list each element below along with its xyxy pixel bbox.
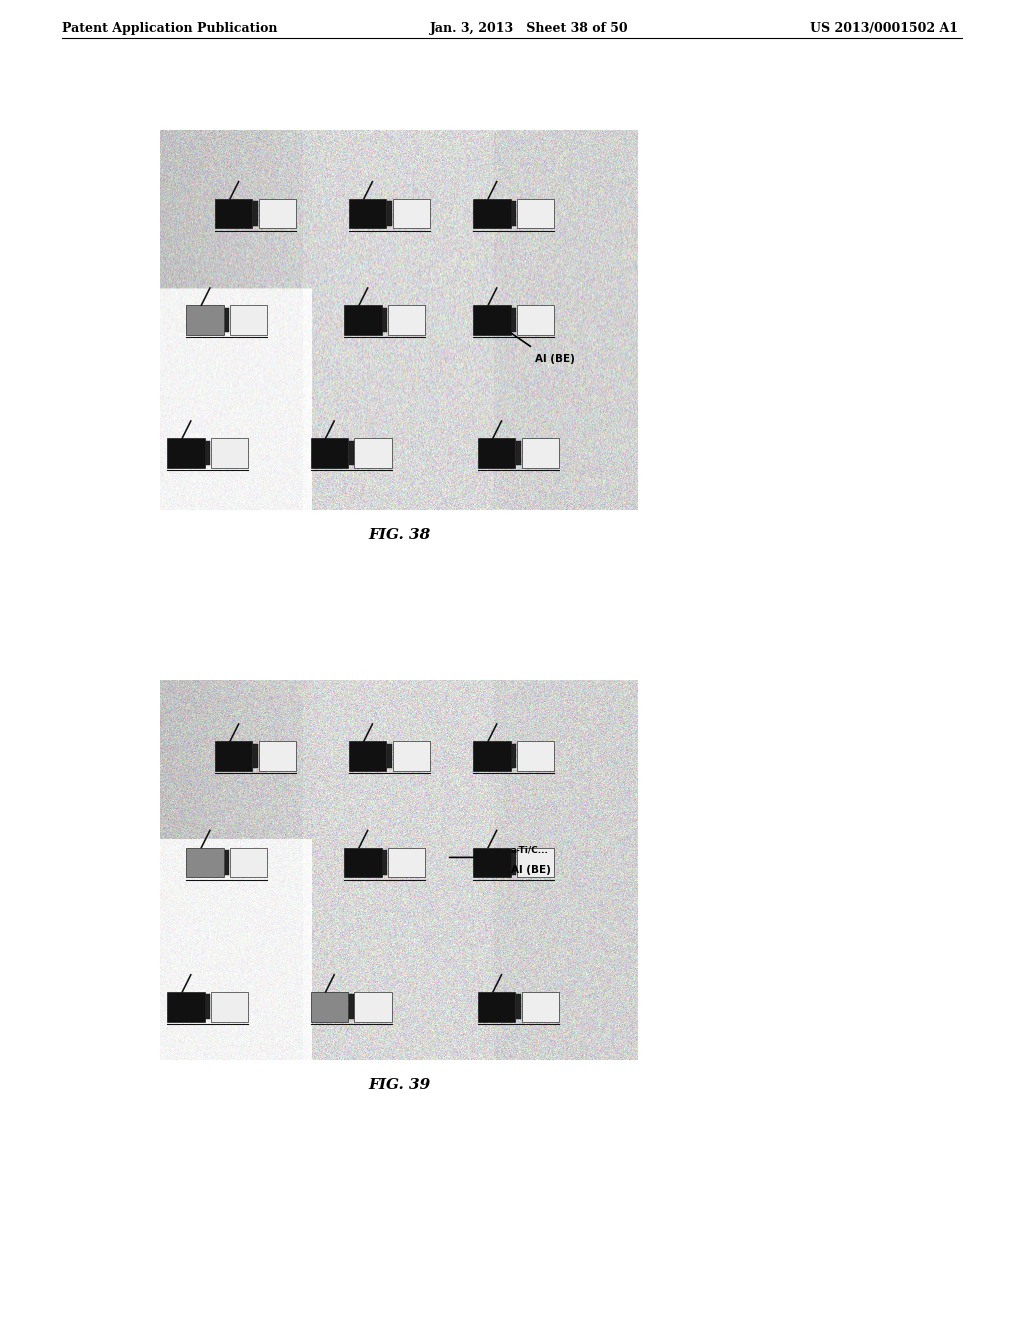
- Bar: [516, 994, 521, 1019]
- Bar: [349, 441, 353, 466]
- Bar: [382, 850, 387, 875]
- Bar: [206, 441, 210, 466]
- Bar: [354, 438, 392, 467]
- Bar: [478, 993, 515, 1022]
- Bar: [511, 743, 516, 768]
- Text: FIG. 38: FIG. 38: [368, 528, 430, 543]
- Bar: [517, 741, 554, 771]
- Bar: [211, 438, 249, 467]
- Bar: [211, 993, 249, 1022]
- Text: a-Ti/C...: a-Ti/C...: [511, 845, 549, 854]
- Bar: [310, 993, 348, 1022]
- Bar: [387, 201, 392, 226]
- Bar: [259, 741, 296, 771]
- Text: FIG. 39: FIG. 39: [368, 1078, 430, 1092]
- Bar: [388, 305, 425, 335]
- Bar: [517, 847, 554, 878]
- Bar: [517, 199, 554, 228]
- Bar: [167, 438, 205, 467]
- Bar: [253, 743, 258, 768]
- Bar: [230, 847, 267, 878]
- Bar: [344, 847, 382, 878]
- Bar: [511, 201, 516, 226]
- Bar: [473, 847, 511, 878]
- Bar: [186, 847, 224, 878]
- Bar: [186, 305, 224, 335]
- Bar: [517, 305, 554, 335]
- Bar: [253, 201, 258, 226]
- Bar: [259, 199, 296, 228]
- Bar: [392, 199, 430, 228]
- Bar: [473, 741, 511, 771]
- Bar: [392, 741, 430, 771]
- Text: Patent Application Publication: Patent Application Publication: [62, 22, 278, 36]
- Text: US 2013/0001502 A1: US 2013/0001502 A1: [810, 22, 958, 36]
- Bar: [344, 305, 382, 335]
- Bar: [382, 308, 387, 333]
- Bar: [473, 305, 511, 335]
- Bar: [521, 438, 559, 467]
- Bar: [521, 993, 559, 1022]
- Text: Al (BE): Al (BE): [511, 866, 551, 875]
- Bar: [478, 438, 515, 467]
- Bar: [387, 743, 392, 768]
- Bar: [349, 199, 386, 228]
- Bar: [206, 994, 210, 1019]
- Bar: [167, 993, 205, 1022]
- Bar: [224, 850, 229, 875]
- Bar: [349, 741, 386, 771]
- Text: Jan. 3, 2013   Sheet 38 of 50: Jan. 3, 2013 Sheet 38 of 50: [430, 22, 629, 36]
- Bar: [215, 199, 253, 228]
- Bar: [354, 993, 392, 1022]
- Bar: [310, 438, 348, 467]
- Bar: [516, 441, 521, 466]
- Bar: [511, 850, 516, 875]
- Text: Al (BE): Al (BE): [535, 354, 574, 364]
- Bar: [230, 305, 267, 335]
- Bar: [473, 199, 511, 228]
- Bar: [511, 308, 516, 333]
- Bar: [224, 308, 229, 333]
- Bar: [349, 994, 353, 1019]
- Bar: [388, 847, 425, 878]
- Bar: [215, 741, 253, 771]
